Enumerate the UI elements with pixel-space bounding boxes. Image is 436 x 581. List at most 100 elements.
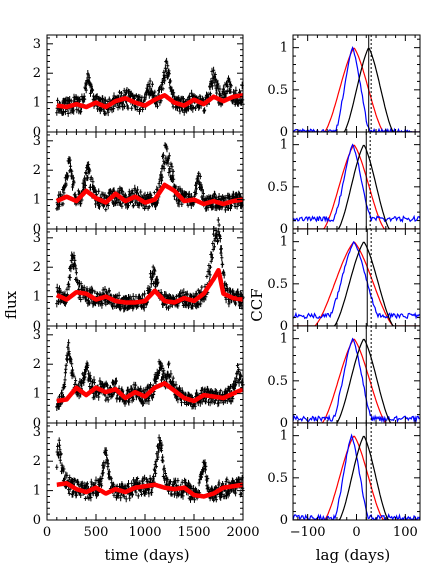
flux-point — [215, 89, 219, 97]
flux-model-line — [55, 182, 245, 207]
flux-point — [157, 367, 162, 375]
y-tick-label: 3 — [33, 425, 41, 440]
flux-point — [239, 491, 243, 496]
flux-point — [225, 89, 229, 94]
flux-point — [113, 303, 117, 309]
flux-point — [212, 243, 216, 251]
flux-point — [97, 188, 101, 195]
flux-point — [203, 107, 207, 114]
flux-point — [198, 173, 202, 180]
flux-point — [148, 382, 153, 388]
flux-point — [168, 303, 172, 309]
flux-panel-frame — [46, 131, 244, 230]
flux-point — [64, 183, 68, 188]
flux-point — [79, 492, 83, 498]
flux-point — [168, 169, 172, 174]
y-tick-label: 2 — [33, 163, 41, 178]
flux-point — [132, 477, 136, 483]
y-tick-label: 3 — [33, 328, 41, 343]
flux-point — [63, 384, 67, 389]
flux-panel-frame — [46, 422, 244, 521]
ccf-black-line — [293, 435, 420, 520]
flux-point — [234, 301, 238, 307]
flux-point — [61, 109, 66, 116]
flux-point — [200, 398, 204, 405]
flux-point — [85, 481, 89, 487]
flux-point — [93, 393, 97, 400]
y-tick-label: 0 — [33, 513, 41, 528]
flux-point — [230, 203, 234, 208]
flux-point — [200, 285, 204, 290]
ccf-panel-frame — [292, 131, 421, 230]
flux-points — [55, 339, 245, 411]
flux-point — [59, 289, 63, 296]
flux-point — [62, 190, 66, 196]
flux-point — [55, 299, 59, 308]
flux-point — [143, 96, 147, 102]
flux-point — [151, 264, 155, 270]
flux-point — [87, 161, 91, 168]
flux-point — [203, 459, 207, 467]
flux-point — [86, 174, 90, 181]
flux-point — [112, 105, 116, 113]
flux-point — [114, 200, 118, 206]
flux-point — [208, 264, 213, 270]
flux-panel-frame — [46, 325, 244, 424]
flux-point — [218, 85, 222, 93]
flux-point — [167, 360, 171, 366]
flux-point — [148, 77, 152, 85]
flux-point — [180, 201, 184, 207]
flux-point — [97, 203, 102, 210]
ccf-panel-5: 00.51−100 0 100 — [267, 422, 421, 540]
y-tick-label: 0.5 — [267, 83, 288, 98]
flux-point — [140, 95, 144, 100]
flux-point — [200, 185, 204, 194]
flux-point — [169, 370, 173, 378]
flux-point — [126, 106, 130, 111]
flux-point — [72, 374, 76, 379]
flux-point — [87, 74, 91, 81]
flux-point — [123, 103, 127, 110]
x-tick-label: 500 — [84, 525, 109, 540]
flux-point — [79, 296, 83, 303]
y-tick-label: 0.5 — [267, 374, 288, 389]
y-tick-label: 0 — [33, 416, 41, 431]
y-tick-label: 0 — [280, 222, 288, 237]
x-tick-label: 0 — [352, 525, 360, 540]
flux-point — [153, 267, 157, 275]
flux-point — [191, 302, 195, 310]
y-tick-label: 1 — [33, 96, 41, 111]
flux-point — [107, 96, 111, 102]
flux-point — [158, 176, 162, 183]
flux-point — [192, 105, 196, 110]
flux-point — [174, 294, 178, 299]
flux-point — [203, 386, 207, 393]
flux-point — [160, 363, 164, 369]
ccf-red-line — [293, 47, 420, 132]
flux-point — [81, 371, 85, 377]
flux-point — [237, 367, 241, 373]
flux-point — [120, 203, 124, 209]
flux-point — [166, 156, 171, 162]
flux-point — [167, 152, 171, 159]
y-tick-label: 2 — [33, 454, 41, 469]
flux-model-line — [55, 381, 245, 404]
flux-point — [90, 87, 95, 93]
flux-point — [132, 203, 136, 208]
flux-point — [186, 105, 191, 111]
x-tick-label: 100 — [393, 525, 418, 540]
flux-point — [87, 496, 91, 501]
flux-point — [163, 470, 167, 477]
ccf-blue-line — [293, 45, 420, 132]
flux-point — [65, 356, 69, 364]
ccf-blue-line — [293, 337, 420, 423]
flux-point — [207, 91, 211, 98]
flux-point — [225, 398, 229, 404]
y-tick-label: 0 — [33, 125, 41, 140]
y-tick-label: 0.5 — [267, 471, 288, 486]
flux-point — [206, 204, 210, 211]
flux-point — [60, 389, 64, 396]
flux-point — [127, 398, 131, 406]
flux-point — [117, 89, 122, 95]
flux-point — [95, 392, 99, 398]
